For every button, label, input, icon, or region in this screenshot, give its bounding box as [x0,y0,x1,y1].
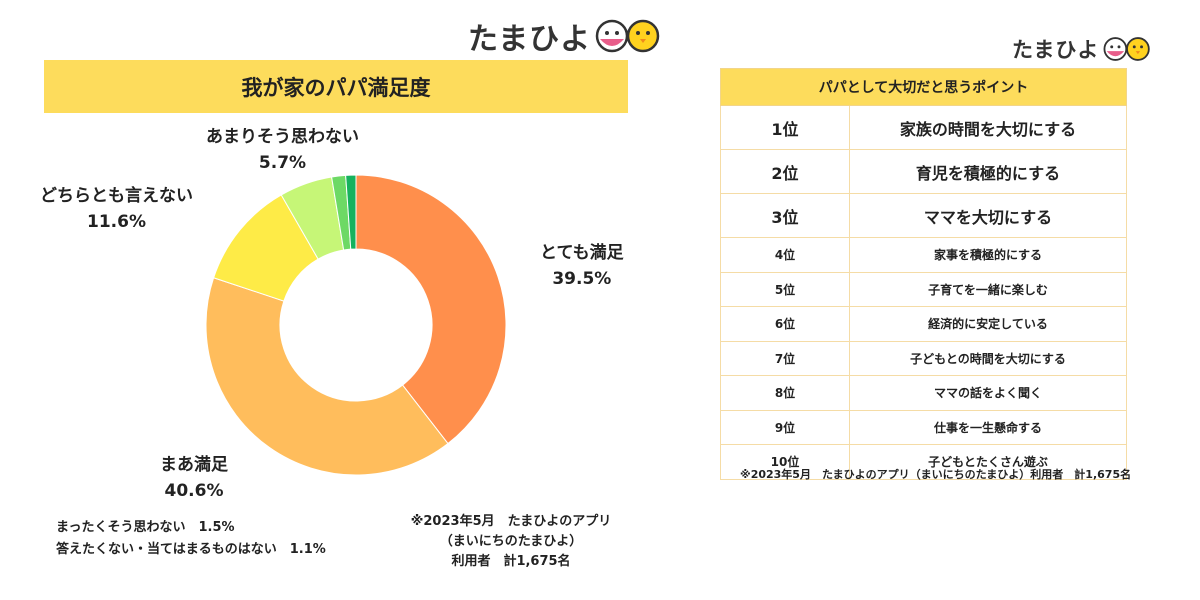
point-cell: 家族の時間を大切にする [849,105,1127,150]
rank-cell: 7位 [720,340,850,376]
tamahiyo-logo: たまひよ [468,14,661,58]
donut-slice-1 [355,174,507,445]
table-row: 1位 家族の時間を大切にする [720,105,1127,150]
table-row: 3位 ママを大切にする [720,193,1127,238]
donut-slice-2 [205,277,449,476]
slice-label-text: とても満足 [540,243,624,263]
rank-cell: 3位 [720,193,850,238]
source-line: 利用者 計1,675名 [451,554,571,569]
source-line: ※2023年5月 たまひよのアプリ [410,514,612,529]
table-row: 5位 子育てを一緒に楽しむ [720,271,1127,307]
rank-cell: 4位 [720,237,850,273]
chick-faces-icon [1103,37,1151,61]
point-cell: 子どもとの時間を大切にする [849,340,1127,376]
donut-slice-6 [345,174,357,250]
point-cell: 子育てを一緒に楽しむ [849,271,1127,307]
logo-text: たまひよ [468,22,592,57]
minor-slice-note: まったくそう思わない 1.5% [56,520,235,535]
point-cell: 育児を積極的にする [849,149,1127,194]
table-row: 2位 育児を積極的にする [720,149,1127,194]
table-row: 6位 経済的に安定している [720,306,1127,342]
table-row: 10位 子どもとたくさん遊ぶ [720,444,1127,480]
rank-cell: 10位 [720,444,850,480]
slice-label-text: あまりそう思わない [206,127,359,147]
point-cell: 仕事を一生懸命する [849,409,1127,445]
rank-cell: 6位 [720,306,850,342]
rank-cell: 2位 [720,149,850,194]
slice-label-very-satisfied: とても満足 39.5% [540,240,624,292]
survey-source-note: ※2023年5月 たまひよのアプリ （まいにちのたまひよ） 利用者 計1,675… [396,512,626,572]
tamahiyo-logo-small: たまひよ [1012,34,1151,64]
ranking-source-note: ※2023年5月 たまひよのアプリ（まいにちのたまひよ）利用者 計1,675名 [740,468,1132,481]
rank-cell: 8位 [720,375,850,411]
table-row: 9位 仕事を一生懸命する [720,409,1127,445]
slice-label-value: 5.7% [258,153,307,173]
minor-slice-note: 答えたくない・当てはまるものはない 1.1% [56,542,326,557]
slice-label-value: 40.6% [164,481,224,501]
slice-label-not-really: あまりそう思わない 5.7% [206,124,359,176]
point-cell: ママの話をよく聞く [849,375,1127,411]
slice-label-text: まあ満足 [160,455,228,475]
slice-label-value: 39.5% [552,269,612,289]
table-row: 4位 家事を積極的にする [720,237,1127,273]
table-row: 7位 子どもとの時間を大切にする [720,340,1127,376]
point-cell: 子どもとたくさん遊ぶ [849,444,1127,480]
slice-label-value: 11.6% [87,212,146,232]
ranking-header: パパとして大切だと思うポイント [720,68,1127,106]
donut-chart [205,174,507,476]
ranking-table: パパとして大切だと思うポイント 1位 家族の時間を大切にする 2位 育児を積極的… [720,68,1127,480]
slice-label-text: どちらとも言えない [40,186,193,206]
rank-cell: 5位 [720,271,850,307]
logo-text: たまひよ [1012,38,1100,62]
point-cell: ママを大切にする [849,193,1127,238]
source-line: （まいにちのたまひよ） [439,534,583,549]
rank-cell: 1位 [720,105,850,150]
slice-label-somewhat-satisfied: まあ満足 40.6% [160,452,228,504]
point-cell: 家事を積極的にする [849,237,1127,273]
chick-faces-icon [595,19,660,53]
slice-label-neutral: どちらとも言えない 11.6% [40,183,193,235]
point-cell: 経済的に安定している [849,306,1127,342]
chart-title: 我が家のパパ満足度 [44,60,628,113]
rank-cell: 9位 [720,409,850,445]
table-row: 8位 ママの話をよく聞く [720,375,1127,411]
